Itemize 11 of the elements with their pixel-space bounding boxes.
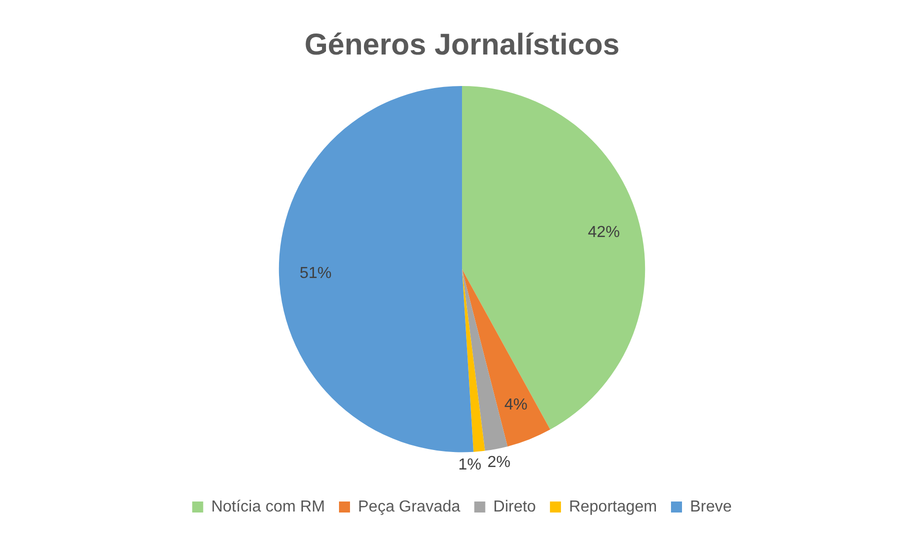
legend-label: Direto <box>493 498 536 516</box>
data-label: 51% <box>300 265 332 282</box>
data-label: 1% <box>458 456 482 474</box>
data-label: 42% <box>588 224 620 242</box>
legend-label: Reportagem <box>568 498 658 516</box>
chart-title: Géneros Jornalísticos <box>304 28 620 62</box>
legend-label: Breve <box>690 498 732 516</box>
data-label: 2% <box>487 454 510 472</box>
legend-label: Peça Gravada <box>358 498 460 516</box>
legend-label: Notícia com RM <box>211 498 325 516</box>
data-label: 4% <box>504 396 528 414</box>
